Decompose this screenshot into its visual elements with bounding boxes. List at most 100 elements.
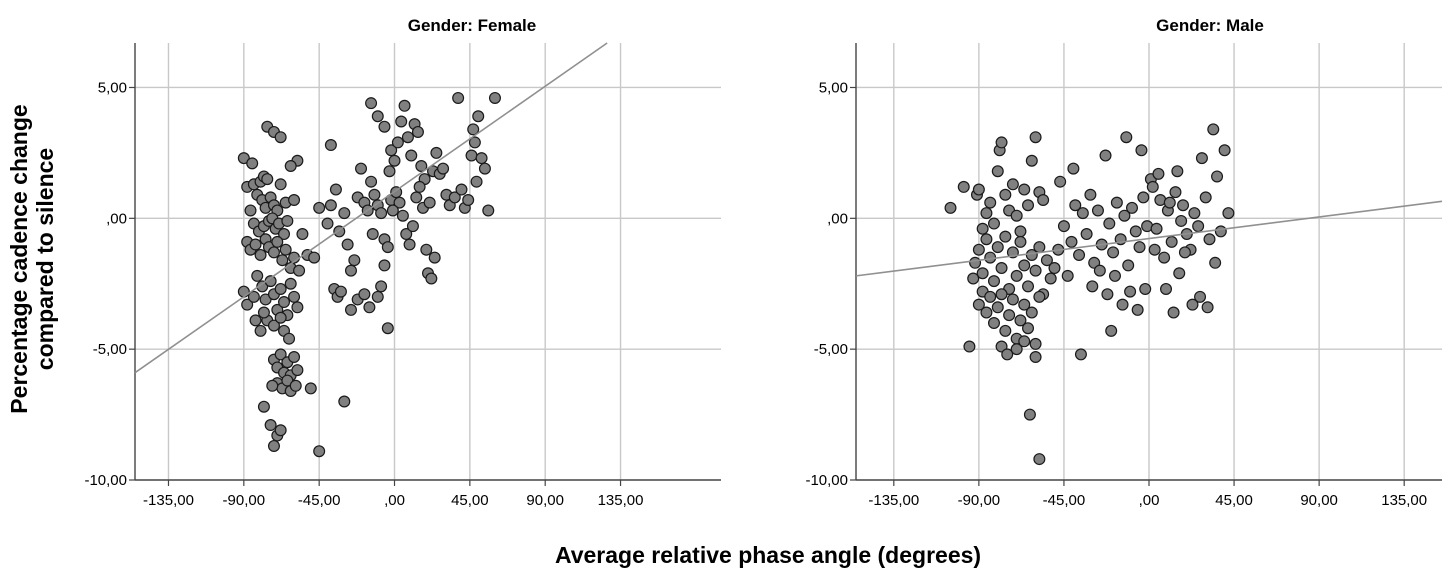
female-data-point xyxy=(391,136,404,149)
male-data-point xyxy=(1137,191,1150,204)
male-data-point xyxy=(1167,306,1180,319)
male-data-point xyxy=(972,243,985,256)
female-data-point xyxy=(455,183,468,196)
female-data-point xyxy=(324,139,337,152)
female-data-point xyxy=(259,293,272,306)
male-data-point xyxy=(1135,144,1148,157)
female-data-point xyxy=(390,186,403,199)
female-data-point xyxy=(291,301,304,314)
female-data-point xyxy=(398,99,411,112)
female-data-point xyxy=(329,183,342,196)
male-data-point xyxy=(1192,220,1205,233)
female-fit-line xyxy=(134,42,608,374)
female-xtick-label-3: ,00 xyxy=(384,492,405,509)
female-data-point xyxy=(363,301,376,314)
female-data-point xyxy=(406,220,419,233)
male-data-point xyxy=(1003,309,1016,322)
female-data-point xyxy=(348,254,361,267)
male-data-point xyxy=(1214,225,1227,238)
female-data-point xyxy=(334,285,347,298)
male-data-point xyxy=(1074,348,1087,361)
female-data-point xyxy=(284,159,297,172)
male-data-point xyxy=(976,267,989,280)
male-data-point xyxy=(976,222,989,235)
male-data-point xyxy=(1091,204,1104,217)
male-data-point xyxy=(972,298,985,311)
female-data-point xyxy=(448,191,461,204)
female-data-point xyxy=(274,131,287,144)
female-data-point xyxy=(400,228,413,241)
male-data-point xyxy=(1203,233,1216,246)
male-data-point xyxy=(987,217,1000,230)
female-xtick-label-5: 90,00 xyxy=(526,492,564,509)
male-data-point xyxy=(1218,144,1231,157)
female-data-point xyxy=(249,314,262,327)
male-data-point xyxy=(995,262,1008,275)
male-xtick-label-4: 45,00 xyxy=(1215,492,1253,509)
female-data-point xyxy=(381,241,394,254)
male-data-point xyxy=(1139,282,1152,295)
male-data-point xyxy=(1093,264,1106,277)
female-data-point xyxy=(264,419,277,432)
male-data-point xyxy=(1107,246,1120,259)
female-data-point xyxy=(396,209,409,222)
female-data-point xyxy=(425,272,438,285)
female-xtick-label-2: -45,00 xyxy=(298,492,341,509)
female-data-point xyxy=(393,196,406,209)
male-data-point xyxy=(984,290,997,303)
female-data-point xyxy=(278,296,291,309)
male-data-point xyxy=(1150,222,1163,235)
female-data-point xyxy=(291,364,304,377)
female-data-point xyxy=(257,400,270,413)
male-data-point xyxy=(1067,162,1080,175)
female-data-point xyxy=(413,180,426,193)
female-data-point xyxy=(289,379,302,392)
male-data-point xyxy=(1201,301,1214,314)
female-data-point xyxy=(267,439,280,452)
female-data-point xyxy=(467,123,480,136)
male-data-point xyxy=(1061,269,1074,282)
male-xtick-label-2: -45,00 xyxy=(1043,492,1086,509)
male-data-point xyxy=(1057,220,1070,233)
male-data-point xyxy=(1129,225,1142,238)
female-data-point xyxy=(366,228,379,241)
female-data-point xyxy=(478,162,491,175)
female-data-point xyxy=(338,395,351,408)
female-panel-title: Gender: Female xyxy=(408,16,537,35)
male-xtick-label-1: -90,00 xyxy=(958,492,1001,509)
female-data-point xyxy=(338,207,351,220)
male-xtick-label-3: ,00 xyxy=(1139,492,1160,509)
male-data-point xyxy=(1029,264,1042,277)
male-data-point xyxy=(995,288,1008,301)
female-data-point xyxy=(341,238,354,251)
female-data-point xyxy=(288,290,301,303)
male-panel: Gender: Male -135,00 -90,00 -45,00 ,00 45,00 9… xyxy=(805,16,1443,509)
female-data-point xyxy=(274,311,287,324)
male-data-point xyxy=(987,275,1000,288)
female-data-point xyxy=(276,254,289,267)
male-data-point xyxy=(1033,453,1046,466)
female-ytick-label-1: -5,00 xyxy=(93,341,127,358)
female-data-point xyxy=(395,115,408,128)
female-xtick-label-4: 45,00 xyxy=(451,492,489,509)
male-data-point xyxy=(1086,280,1099,293)
male-data-point xyxy=(1158,251,1171,264)
male-data-point xyxy=(1018,335,1031,348)
male-data-point xyxy=(969,256,982,269)
male-data-point xyxy=(1029,337,1042,350)
female-ytick-label-2: ,00 xyxy=(106,210,127,227)
male-data-point xyxy=(1146,180,1159,193)
male-data-point xyxy=(1023,408,1036,421)
male-data-point xyxy=(1054,175,1067,188)
male-data-point xyxy=(980,233,993,246)
female-data-point xyxy=(296,228,309,241)
female-data-point xyxy=(254,324,267,337)
female-xtick-label-1: -90,00 xyxy=(223,492,266,509)
male-data-point xyxy=(1084,188,1097,201)
female-data-point xyxy=(344,264,357,277)
male-data-point xyxy=(1018,298,1031,311)
female-data-point xyxy=(308,251,321,264)
female-data-point xyxy=(430,146,443,159)
male-data-point xyxy=(1033,241,1046,254)
male-data-point xyxy=(957,180,970,193)
